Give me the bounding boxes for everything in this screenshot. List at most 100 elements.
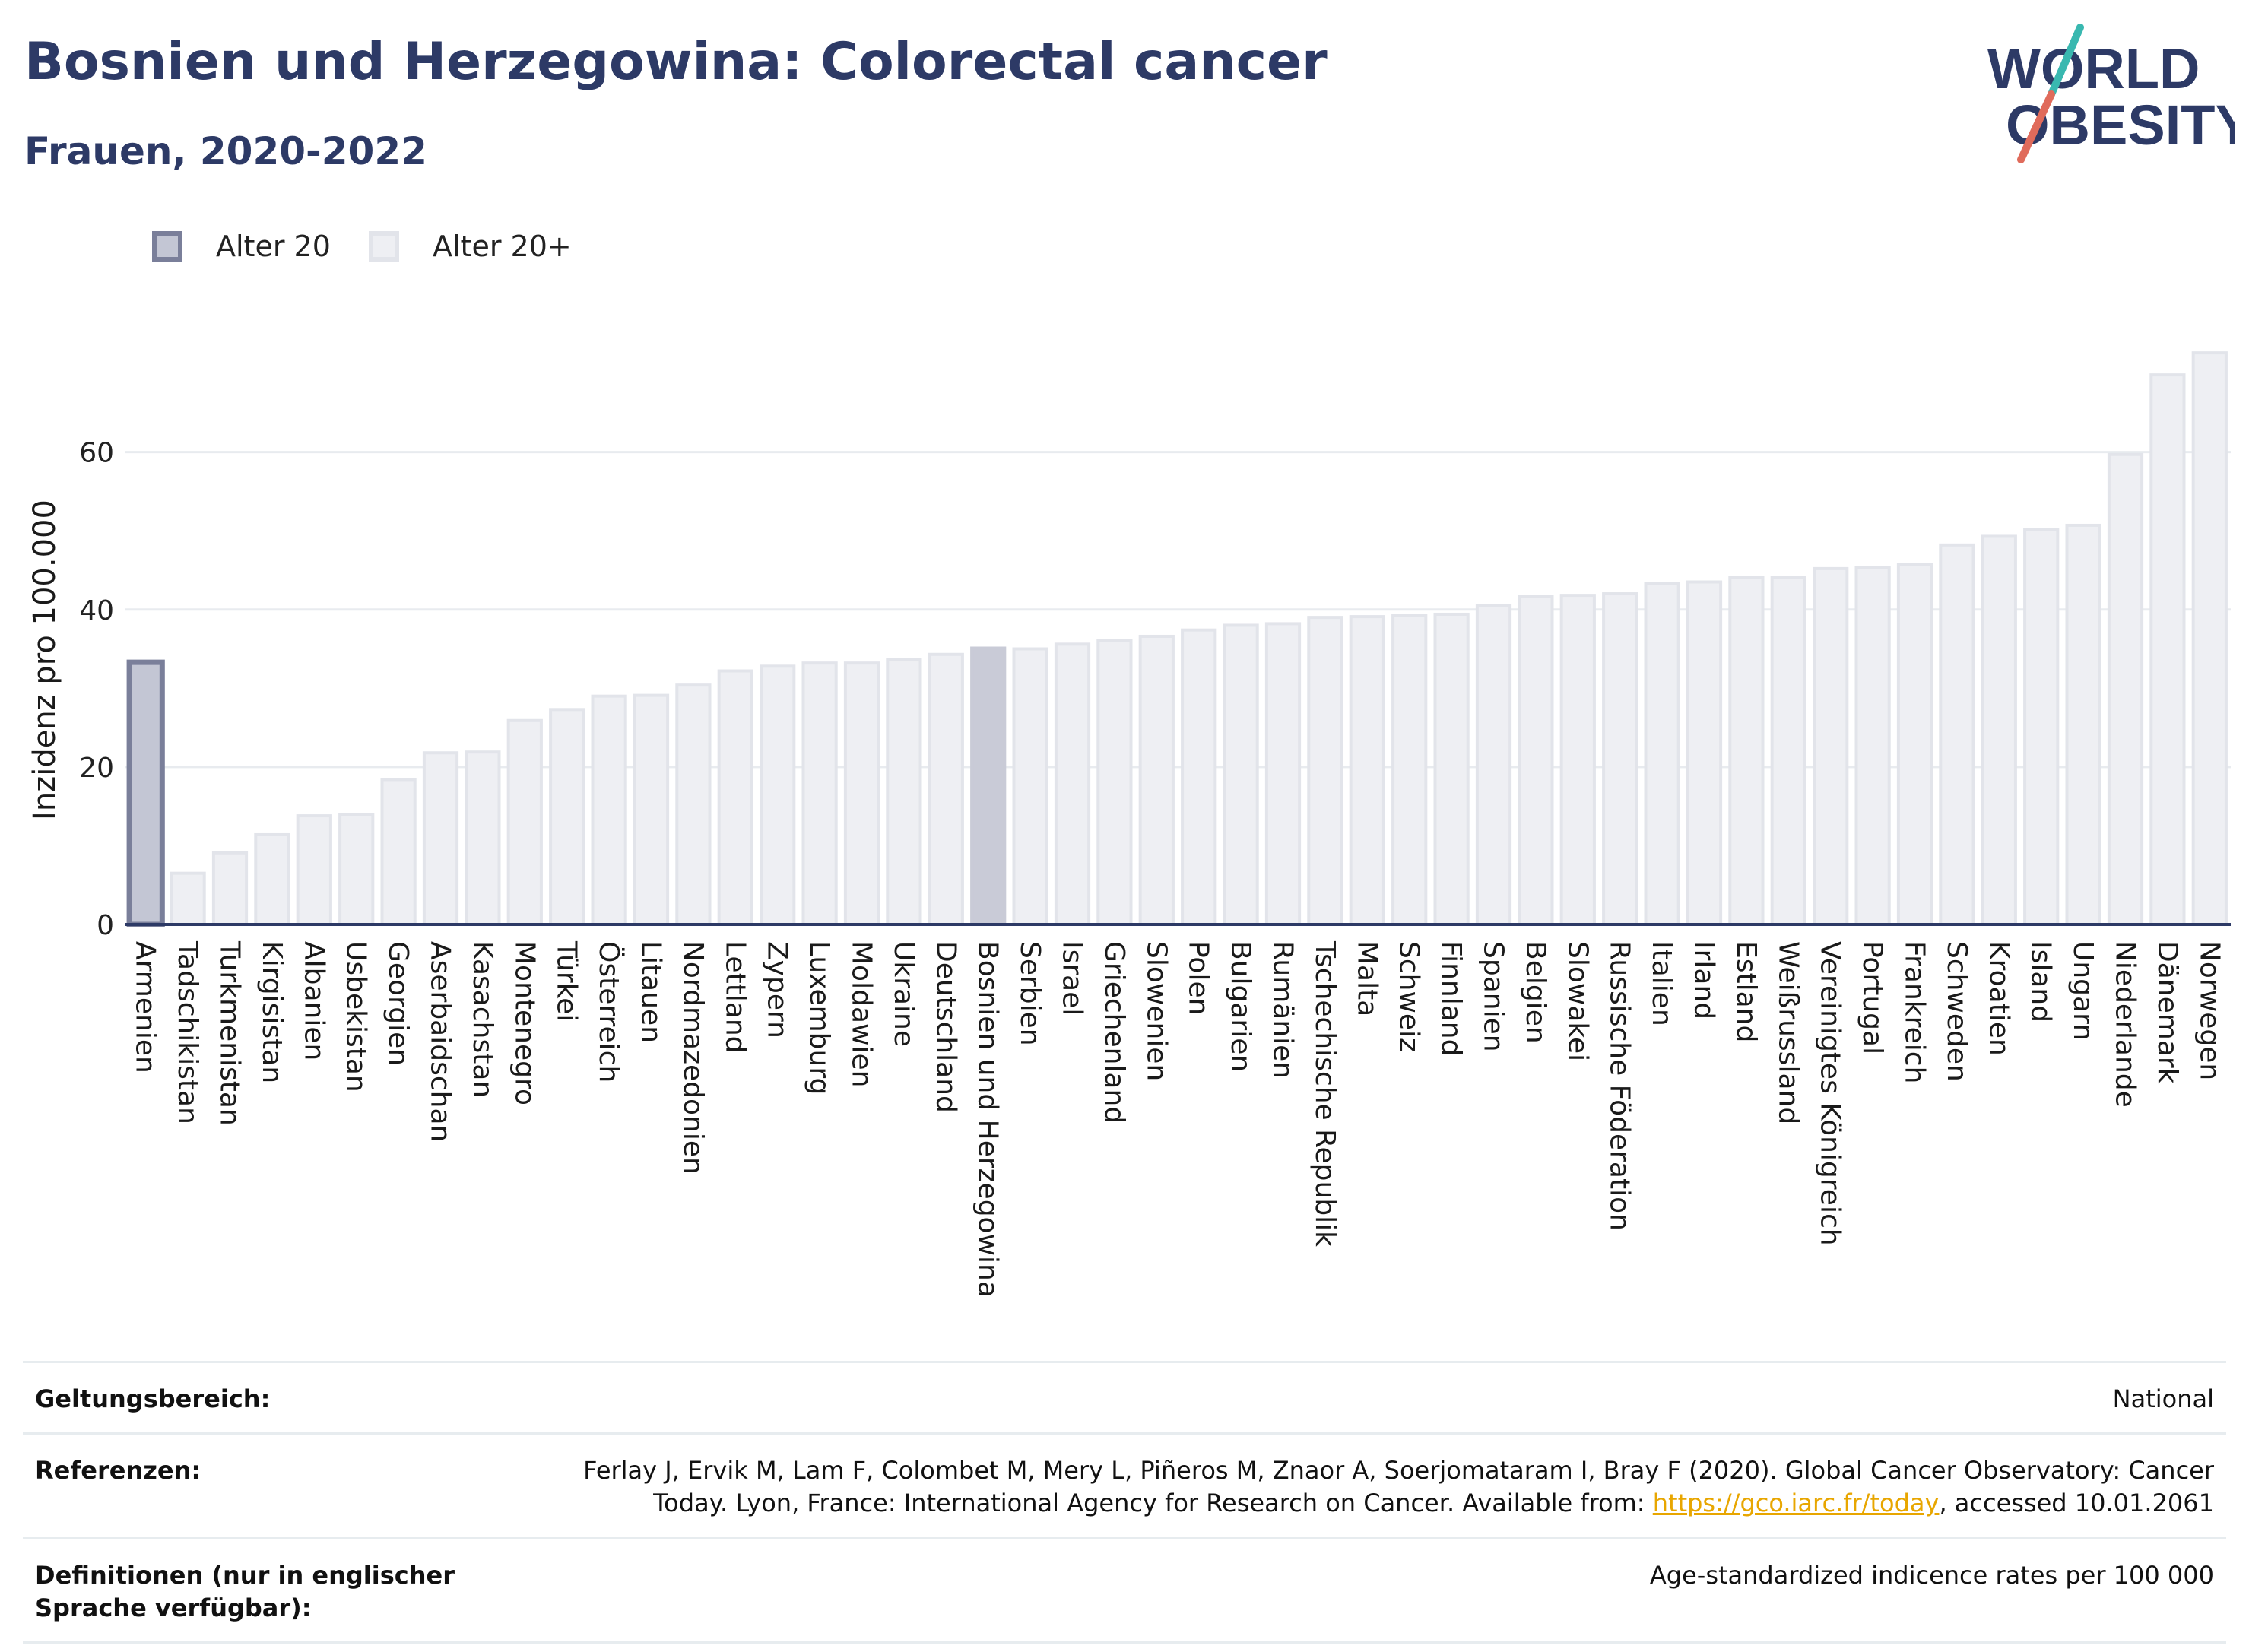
bar[interactable] [591, 694, 627, 926]
bar[interactable] [1518, 595, 1554, 926]
x-tick-label: Armenien [130, 941, 161, 1073]
bar[interactable] [2065, 523, 2101, 926]
bar[interactable] [675, 683, 712, 926]
x-tick-label: Frankreich [1899, 941, 1930, 1083]
bar[interactable] [1012, 647, 1048, 926]
bar[interactable] [1602, 592, 1638, 926]
y-tick-label: 60 [79, 438, 114, 469]
x-tick-label: Russische Föderation [1604, 941, 1635, 1231]
x-tick-label: Malta [1351, 941, 1382, 1016]
x-tick-label: Deutschland [930, 941, 961, 1113]
bar[interactable] [1181, 628, 1217, 926]
bar[interactable] [1770, 576, 1806, 926]
legend-item-alter-20-plus[interactable]: Alter 20+ [369, 227, 572, 266]
x-tick-label: Montenegro [509, 941, 540, 1105]
bar[interactable] [296, 814, 332, 927]
x-tick-label: Kasachstan [467, 941, 498, 1098]
bar[interactable] [1054, 642, 1091, 926]
bar[interactable] [970, 646, 1007, 927]
bar[interactable] [1813, 566, 1849, 926]
scope-label: Geltungsbereich: [35, 1384, 271, 1413]
bar[interactable] [1939, 543, 1975, 926]
x-tick-label: Schweiz [1394, 941, 1425, 1052]
x-tick-label: Kirgisistan [256, 941, 287, 1083]
footer-row-scope: Geltungsbereich: National [23, 1361, 2226, 1432]
bar[interactable] [422, 751, 459, 926]
bar[interactable] [2149, 373, 2186, 927]
bar[interactable] [1391, 614, 1428, 926]
x-tick-label: Ukraine [888, 941, 919, 1047]
y-tick-label: 20 [79, 753, 114, 784]
bar[interactable] [254, 832, 290, 926]
bar[interactable] [211, 851, 249, 927]
x-tick-label: Slowenien [1140, 941, 1172, 1081]
bar[interactable] [338, 813, 375, 926]
bar[interactable] [2107, 452, 2144, 926]
x-tick-label: Finnland [1435, 941, 1467, 1056]
x-tick-label: Nordmazedonien [677, 941, 709, 1175]
y-tick-label: 40 [79, 595, 114, 626]
bar[interactable] [1644, 582, 1680, 926]
bar[interactable] [1559, 594, 1596, 926]
x-tick-label: Israel [1057, 941, 1088, 1016]
x-tick-label: Vereinigtes Königreich [1815, 941, 1846, 1246]
logo-slash-teal [2048, 24, 2084, 98]
bar[interactable] [843, 661, 880, 926]
x-tick-label: Island [2025, 941, 2057, 1023]
bar[interactable] [170, 871, 206, 927]
x-tick-label: Tschechische Republik [1309, 940, 1340, 1247]
bar[interactable] [717, 669, 753, 926]
bar[interactable] [1138, 634, 1175, 926]
bar[interactable] [506, 718, 543, 926]
bar[interactable] [1475, 604, 1512, 926]
x-tick-label: Usbekistan [341, 941, 372, 1092]
legend-item-alter-20[interactable]: Alter 20 [152, 227, 331, 266]
y-axis-title: Inzidenz pro 100.000 [27, 499, 62, 820]
x-tick-label: Portugal [1857, 941, 1888, 1054]
x-tick-label: Zypern [762, 941, 793, 1038]
references-link[interactable]: https://gco.iarc.fr/today [1652, 1489, 1940, 1518]
bar[interactable] [465, 750, 501, 927]
bar[interactable] [886, 658, 922, 927]
bar[interactable] [1096, 639, 1133, 926]
x-tick-label: Schweden [1941, 941, 1972, 1082]
bar[interactable] [1307, 616, 1343, 927]
bar[interactable] [2023, 528, 2060, 926]
bar[interactable] [1854, 566, 1891, 927]
bar[interactable] [1433, 612, 1470, 926]
bar-chart: 0 20 40 60 Armenien Tadschikistan Turkmenista… [27, 351, 2231, 1298]
x-tick-label: Luxemburg [804, 941, 835, 1095]
bar[interactable] [1981, 534, 2017, 926]
x-tick-label: Weißrussland [1772, 941, 1803, 1124]
x-tick-label: Estland [1730, 941, 1762, 1042]
bar[interactable] [1896, 563, 1933, 926]
bar[interactable] [126, 659, 165, 927]
references-label: Referenzen: [35, 1456, 201, 1486]
bar[interactable] [928, 652, 964, 926]
bar[interactable] [633, 693, 670, 926]
bar[interactable] [1686, 580, 1723, 926]
bar[interactable] [801, 661, 838, 926]
bar[interactable] [1728, 576, 1765, 926]
x-tick-label: Rumänien [1267, 941, 1299, 1079]
x-tick-label: Belgien [1520, 941, 1551, 1044]
x-tick-label: Lettland [719, 941, 750, 1054]
bar[interactable] [380, 778, 417, 926]
x-tick-label: Spanien [1478, 941, 1509, 1052]
legend-label-alter-20: Alter 20 [216, 230, 331, 263]
bar[interactable] [1349, 615, 1385, 926]
legend-label-alter-20-plus: Alter 20+ [433, 230, 572, 263]
bar[interactable] [1223, 623, 1259, 926]
bar[interactable] [2191, 351, 2228, 926]
x-tick-label: Türkei [551, 940, 582, 1022]
x-axis-labels: Armenien Tadschikistan Turkmenistan Kirgisi… [130, 940, 2225, 1298]
bar[interactable] [760, 664, 796, 926]
x-tick-label: Niederlande [2110, 941, 2141, 1108]
x-tick-label: Bosnien und Herzegowina [972, 941, 1004, 1298]
x-tick-label: Kroatien [1983, 941, 2014, 1056]
x-tick-label: Aserbaidschan [425, 941, 456, 1142]
y-axis-ticks: 0 20 40 60 [79, 438, 114, 941]
logo-word-world: WORLD [1987, 37, 2200, 100]
bar[interactable] [1264, 622, 1302, 926]
bar[interactable] [549, 708, 585, 927]
